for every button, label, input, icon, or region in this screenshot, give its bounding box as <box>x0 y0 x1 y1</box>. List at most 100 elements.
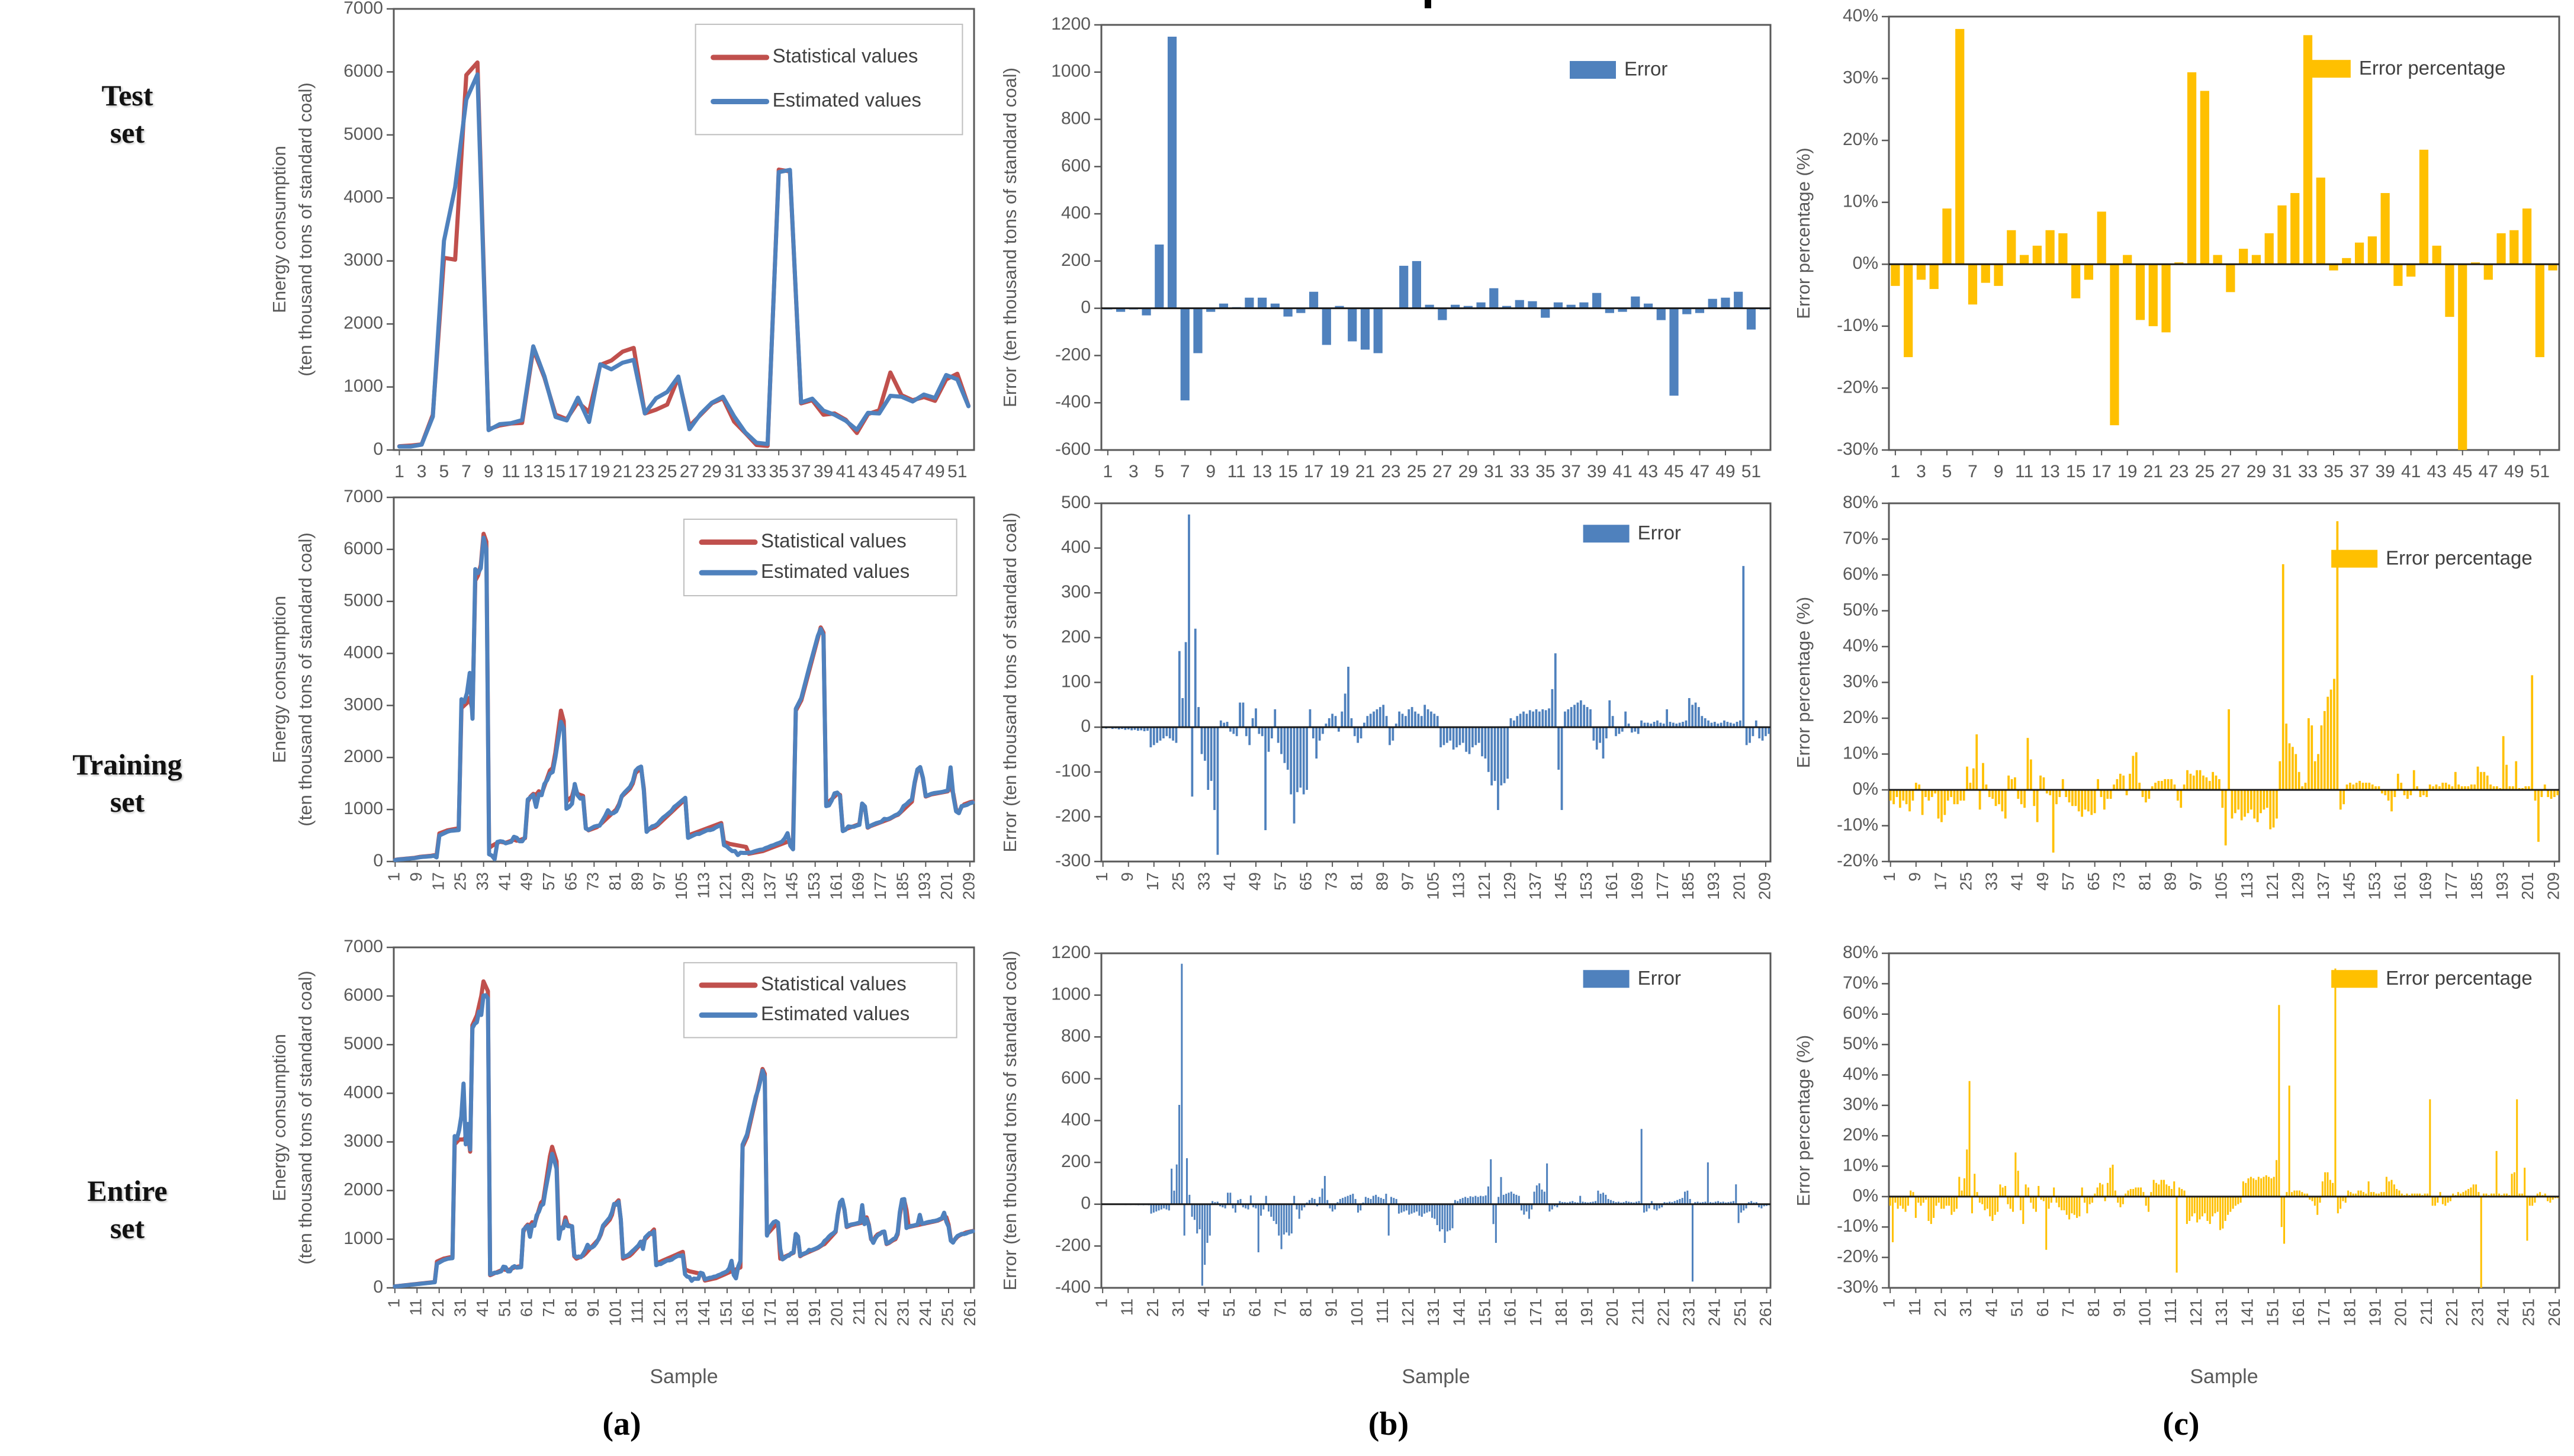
svg-text:181: 181 <box>2340 1298 2358 1326</box>
svg-text:45: 45 <box>1664 462 1683 481</box>
svg-text:400: 400 <box>1061 1110 1091 1129</box>
svg-text:7: 7 <box>461 462 471 481</box>
svg-text:29: 29 <box>1458 462 1478 481</box>
svg-text:57: 57 <box>2059 872 2077 891</box>
svg-text:101: 101 <box>606 1298 624 1326</box>
svg-text:39: 39 <box>814 462 833 481</box>
svg-text:40%: 40% <box>1843 1064 1878 1084</box>
svg-text:-200: -200 <box>1055 345 1091 364</box>
svg-text:61: 61 <box>2033 1298 2052 1317</box>
svg-text:71: 71 <box>2059 1298 2077 1317</box>
svg-text:-100: -100 <box>1055 761 1091 781</box>
svg-text:241: 241 <box>1705 1298 1724 1326</box>
svg-text:201: 201 <box>1603 1298 1621 1326</box>
svg-text:49: 49 <box>1715 462 1735 481</box>
svg-text:50%: 50% <box>1843 1034 1878 1053</box>
svg-text:161: 161 <box>2391 872 2409 900</box>
svg-text:49: 49 <box>925 462 944 481</box>
svg-text:(ten thousand tons of standard: (ten thousand tons of standard coal) <box>295 82 316 376</box>
svg-text:Sample: Sample <box>1402 1365 1470 1388</box>
svg-text:21: 21 <box>2144 462 2163 481</box>
svg-text:209: 209 <box>959 872 978 900</box>
svg-text:13: 13 <box>1252 462 1272 481</box>
svg-text:231: 231 <box>1680 1298 1698 1326</box>
svg-text:17: 17 <box>1143 872 1162 891</box>
svg-text:17: 17 <box>1931 872 1949 891</box>
svg-text:800: 800 <box>1061 1026 1091 1046</box>
svg-text:89: 89 <box>628 872 646 891</box>
svg-text:Sample: Sample <box>650 1365 718 1388</box>
svg-text:169: 169 <box>849 872 867 900</box>
svg-text:81: 81 <box>2135 872 2154 891</box>
svg-text:-20%: -20% <box>1837 377 1878 397</box>
svg-text:71: 71 <box>539 1298 558 1317</box>
svg-text:251: 251 <box>2520 1298 2538 1326</box>
svg-text:97: 97 <box>2187 872 2205 891</box>
cell-entire-error-pct: -30% -20% -10% 0% 10% 20% 30% 40% 50% 60% 70% 80% 1 1… <box>1788 936 2574 1391</box>
svg-text:1: 1 <box>394 462 404 481</box>
svg-text:261: 261 <box>960 1298 979 1326</box>
svg-text:25: 25 <box>1407 462 1426 481</box>
svg-text:-300: -300 <box>1055 851 1091 870</box>
svg-text:37: 37 <box>2350 462 2369 481</box>
svg-text:0: 0 <box>1081 298 1091 317</box>
svg-text:5: 5 <box>1942 462 1952 481</box>
svg-text:0: 0 <box>373 439 383 459</box>
svg-text:600: 600 <box>1061 1068 1091 1088</box>
svg-text:193: 193 <box>1704 872 1723 900</box>
svg-text:131: 131 <box>673 1298 691 1326</box>
svg-text:20%: 20% <box>1843 1125 1878 1145</box>
svg-text:0%: 0% <box>1853 1186 1878 1206</box>
row-label-test-set: Test set <box>101 79 153 149</box>
svg-text:80%: 80% <box>1843 943 1878 962</box>
svg-text:49: 49 <box>518 872 536 891</box>
svg-text:4000: 4000 <box>343 187 383 207</box>
svg-text:400: 400 <box>1061 203 1091 223</box>
svg-text:9: 9 <box>1118 872 1136 882</box>
svg-text:231: 231 <box>2468 1298 2486 1326</box>
svg-text:500: 500 <box>1061 493 1091 512</box>
svg-text:177: 177 <box>2442 872 2460 900</box>
svg-text:121: 121 <box>1399 1298 1417 1326</box>
svg-text:185: 185 <box>2467 872 2486 900</box>
svg-text:1000: 1000 <box>343 376 383 396</box>
svg-text:100: 100 <box>1061 671 1091 691</box>
svg-text:-200: -200 <box>1055 806 1091 825</box>
svg-text:73: 73 <box>1322 872 1341 891</box>
svg-text:137: 137 <box>2314 872 2332 900</box>
svg-text:5: 5 <box>439 462 449 481</box>
svg-text:17: 17 <box>2092 462 2112 481</box>
svg-text:113: 113 <box>1450 872 1468 899</box>
svg-text:0: 0 <box>373 1277 383 1297</box>
svg-text:Energy consumption: Energy consumption <box>269 1034 290 1201</box>
svg-text:Estimated values: Estimated values <box>773 89 921 111</box>
svg-text:15: 15 <box>2066 462 2085 481</box>
svg-text:10%: 10% <box>1843 1155 1878 1175</box>
svg-text:201: 201 <box>2518 872 2537 900</box>
svg-text:33: 33 <box>1510 462 1529 481</box>
svg-text:10%: 10% <box>1843 192 1878 211</box>
svg-text:33: 33 <box>473 872 491 891</box>
svg-text:81: 81 <box>1297 1298 1315 1317</box>
svg-text:200: 200 <box>1061 627 1091 647</box>
svg-text:Energy consumption: Energy consumption <box>269 596 290 763</box>
chart-training-error-bars: -300 -200 -100 0 100 200 300 400 500 1 9 17 25 33 41 49… <box>1000 493 1773 900</box>
svg-text:Error: Error <box>1624 58 1667 80</box>
svg-text:Error percentage (%): Error percentage (%) <box>1793 147 1814 319</box>
cropped-text-artifact <box>1425 0 1431 8</box>
svg-text:41: 41 <box>495 872 513 891</box>
svg-text:137: 137 <box>1526 872 1544 900</box>
svg-text:Statistical values: Statistical values <box>761 529 907 551</box>
svg-text:73: 73 <box>2110 872 2128 891</box>
svg-text:161: 161 <box>2289 1298 2308 1326</box>
svg-text:31: 31 <box>451 1298 469 1317</box>
svg-text:60%: 60% <box>1843 564 1878 584</box>
svg-text:113: 113 <box>694 872 712 899</box>
cell-training-error: -300 -200 -100 0 100 200 300 400 500 1 9 17 25 33 41 49… <box>989 486 1788 936</box>
svg-text:231: 231 <box>894 1298 912 1326</box>
svg-text:1: 1 <box>1880 1298 1898 1308</box>
svg-text:21: 21 <box>1143 1298 1162 1317</box>
svg-text:41: 41 <box>1194 1298 1213 1317</box>
